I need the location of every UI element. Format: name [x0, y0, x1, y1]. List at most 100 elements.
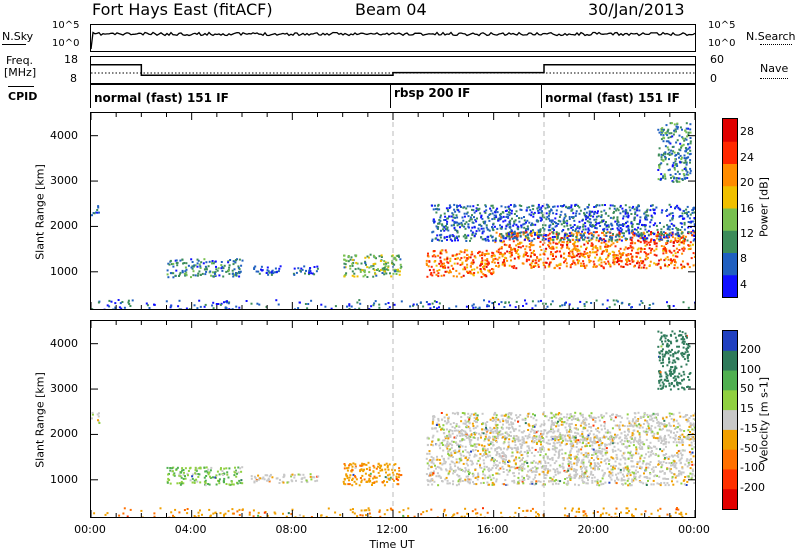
- data-cell: [665, 210, 668, 212]
- data-cell: [462, 219, 465, 222]
- data-cell: [668, 455, 671, 458]
- data-cell: [193, 304, 196, 307]
- data-cell: [264, 474, 267, 477]
- data-cell: [609, 472, 612, 475]
- data-cell: [573, 477, 576, 479]
- data-cell: [270, 273, 273, 276]
- data-cell: [655, 245, 658, 248]
- data-cell: [469, 481, 471, 484]
- data-cell: [640, 481, 643, 484]
- data-cell: [459, 434, 462, 437]
- data-cell: [551, 245, 554, 248]
- data-cell: [492, 259, 495, 262]
- data-cell: [353, 272, 356, 275]
- data-cell: [91, 411, 94, 414]
- data-cell: [539, 245, 542, 248]
- data-cell: [667, 140, 670, 143]
- data-cell: [502, 468, 505, 470]
- data-cell: [346, 467, 348, 470]
- data-cell: [499, 227, 502, 230]
- data-cell: [465, 462, 468, 465]
- data-cell: [520, 226, 523, 229]
- data-cell: [558, 464, 561, 467]
- data-cell: [506, 483, 509, 486]
- data-cell: [571, 208, 574, 211]
- data-cell: [530, 451, 533, 454]
- data-cell: [692, 229, 694, 232]
- data-cell: [199, 267, 202, 269]
- data-cell: [564, 452, 567, 455]
- velocity-panel: [90, 320, 696, 518]
- data-cell: [300, 477, 303, 480]
- data-cell: [685, 176, 688, 179]
- data-cell: [634, 475, 637, 478]
- data-cell: [351, 258, 354, 261]
- data-cell: [599, 443, 601, 446]
- data-cell: [673, 151, 676, 154]
- data-cell: [672, 133, 675, 136]
- data-cell: [681, 226, 683, 229]
- data-cell: [386, 477, 389, 480]
- power-colorbar-fill: [723, 119, 737, 297]
- data-cell: [462, 268, 465, 271]
- data-cell: [525, 441, 528, 444]
- data-cell: [521, 479, 524, 482]
- data-cell: [496, 211, 499, 214]
- data-cell: [191, 477, 194, 480]
- data-cell: [693, 474, 695, 477]
- data-cell: [657, 235, 660, 238]
- data-cell: [678, 243, 681, 246]
- data-cell: [638, 480, 641, 483]
- data-cell: [643, 251, 646, 254]
- data-cell: [619, 449, 622, 452]
- data-cell: [507, 205, 510, 208]
- data-cell: [235, 273, 237, 276]
- data-cell: [594, 417, 597, 420]
- data-cell: [427, 252, 429, 255]
- data-cell: [240, 470, 243, 473]
- data-cell: [91, 308, 94, 309]
- data-cell: [675, 226, 678, 229]
- nave-label: Nave: [760, 62, 789, 75]
- data-cell: [653, 253, 656, 256]
- data-cell: [205, 261, 208, 264]
- data-cell: [660, 234, 663, 237]
- data-cell: [610, 239, 613, 242]
- data-cell: [680, 457, 683, 460]
- data-cell: [390, 255, 393, 258]
- data-cell: [469, 218, 472, 221]
- data-cell: [608, 231, 611, 234]
- data-cell: [367, 461, 370, 464]
- data-cell: [222, 473, 224, 476]
- data-cell: [601, 469, 604, 472]
- data-cell: [428, 260, 431, 263]
- data-cell: [180, 476, 183, 479]
- data-cell: [436, 465, 439, 468]
- data-cell: [678, 180, 681, 183]
- data-cell: [379, 464, 381, 467]
- data-cell: [596, 455, 599, 458]
- data-cell: [579, 475, 582, 478]
- data-cell: [677, 235, 680, 237]
- data-cell: [128, 303, 131, 305]
- data-cell: [222, 267, 225, 270]
- data-cell: [429, 459, 432, 462]
- data-cell: [348, 307, 351, 309]
- data-cell: [660, 238, 663, 241]
- data-cell: [660, 228, 663, 231]
- data-cell: [625, 225, 628, 228]
- data-cell: [659, 267, 662, 270]
- data-cell: [594, 251, 596, 254]
- data-cell: [557, 482, 560, 485]
- data-cell: [484, 259, 487, 262]
- data-cell: [687, 231, 690, 233]
- data-cell: [628, 232, 631, 235]
- data-cell: [602, 267, 605, 270]
- data-cell: [499, 224, 501, 227]
- data-cell: [565, 258, 567, 261]
- data-cell: [574, 457, 577, 460]
- data-cell: [676, 180, 679, 183]
- data-cell: [480, 436, 482, 439]
- data-cell: [400, 300, 403, 303]
- data-cell: [550, 247, 553, 250]
